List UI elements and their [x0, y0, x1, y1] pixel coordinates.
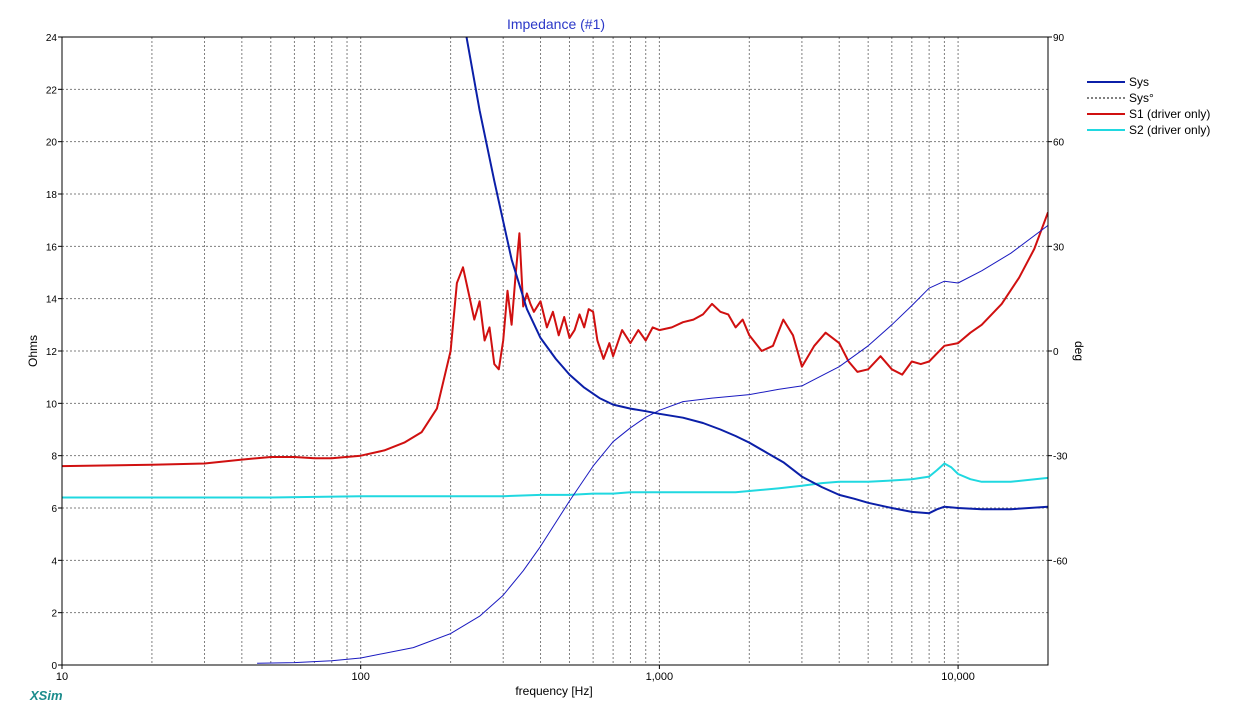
- x-tick-label: 10,000: [941, 671, 975, 683]
- y2-tick-label: 60: [1053, 138, 1065, 149]
- chart-title: Impedance (#1): [507, 16, 605, 32]
- y-tick-label: 18: [46, 190, 58, 201]
- legend: Sys Sys° S1 (driver only) S2 (driver only): [1087, 75, 1210, 137]
- legend-label: Sys: [1129, 75, 1149, 89]
- series-line-sys-phase: [257, 224, 1048, 664]
- y2-axis-label: deg: [1072, 341, 1086, 361]
- y-tick-label: 20: [46, 138, 58, 149]
- legend-label: S2 (driver only): [1129, 123, 1210, 137]
- y-tick-label: 2: [51, 609, 57, 620]
- x-tick-label: 10: [56, 671, 68, 683]
- x-tick-label: 1,000: [646, 671, 674, 683]
- grid: [62, 37, 1048, 665]
- y2-tick-label: -30: [1053, 452, 1068, 463]
- y-tick-label: 14: [46, 295, 58, 306]
- x-tick-label: 100: [352, 671, 370, 683]
- y-tick-label: 6: [51, 504, 57, 515]
- x-axis-label: frequency [Hz]: [515, 684, 592, 698]
- y-tick-label: 0: [51, 661, 57, 672]
- y-tick-label: 10: [46, 399, 58, 410]
- y2-tick-label: 0: [1053, 347, 1059, 358]
- y-tick-label: 8: [51, 452, 57, 463]
- series-line-s2-driver-only: [62, 462, 1048, 499]
- legend-label: S1 (driver only): [1129, 107, 1210, 121]
- y-tick-label: 16: [46, 242, 58, 253]
- y2-tick-label: -60: [1053, 556, 1068, 567]
- y-tick-label: 22: [46, 85, 58, 96]
- xsim-logo: XSim: [30, 688, 63, 703]
- legend-label: Sys°: [1129, 91, 1154, 105]
- y-tick-label: 4: [51, 556, 57, 567]
- y2-tick-label: 30: [1053, 242, 1065, 253]
- y-axis-label: Ohms: [26, 335, 40, 367]
- series-lines: [62, 37, 1048, 664]
- y-tick-label: 12: [46, 347, 58, 358]
- series-line-sys: [465, 37, 1048, 515]
- series-line-s1-driver-only: [62, 211, 1048, 468]
- y-tick-label: 24: [46, 33, 58, 44]
- y2-tick-label: 90: [1053, 33, 1065, 44]
